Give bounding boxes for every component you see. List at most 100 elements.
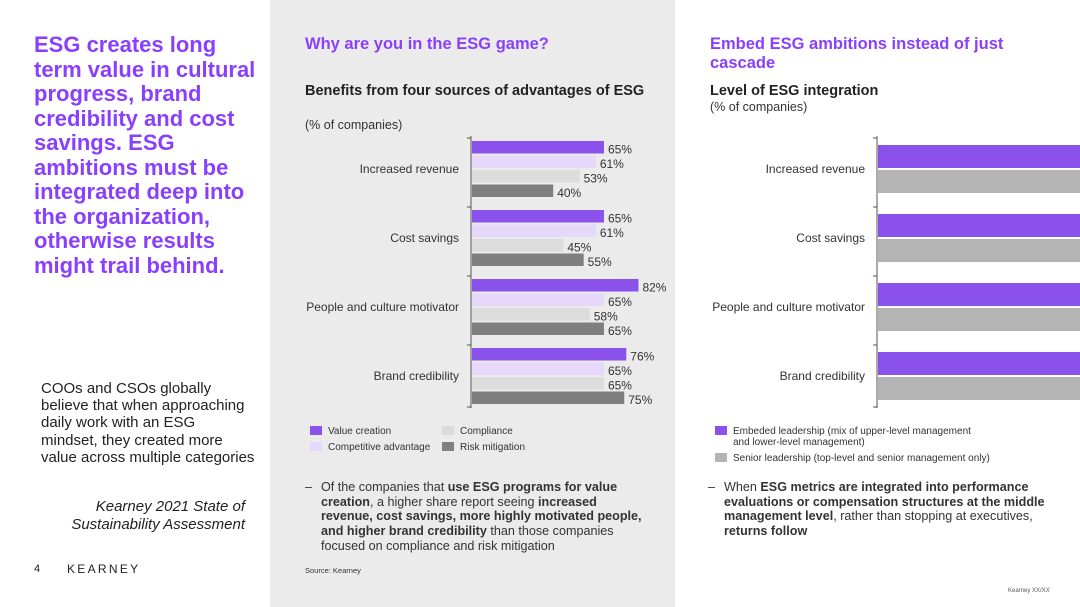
text-phrase: , a higher share report seeing (370, 494, 539, 509)
source-note: Source: Kearney (305, 566, 361, 575)
bar-value-creation (472, 279, 639, 292)
legend-item-senior-leadership-top-level-an: Senior leadership (top-level and senior … (715, 452, 990, 464)
right-chart-title: Level of ESG integration (710, 83, 879, 99)
bar-value-label: 55% (588, 255, 612, 269)
legend-item-compliance: Compliance (442, 425, 513, 437)
benefits-legend: Value creation Competitive advantage Compl… (310, 425, 670, 458)
bar-embeded-leadership-mix-o (878, 214, 1080, 237)
legend-swatch (310, 425, 322, 435)
left-panel: ESG creates long term value in cultural … (0, 0, 270, 607)
bar-competitive-advantage (472, 293, 604, 306)
legend-label: Senior leadership (top-level and senior … (733, 453, 990, 464)
bar-embeded-leadership-mix-o (878, 145, 1080, 168)
text-phrase: , rather than stopping at executives, (833, 509, 1033, 524)
bold-phrase: use ESG programs for value creation (321, 480, 618, 509)
legend-item-embeded-leadership-mix-of-uppe: Embeded leadership (mix of upper-level m… (715, 425, 985, 448)
text-phrase: When (724, 480, 761, 494)
bar-value-label: 82% (642, 281, 666, 295)
category-label: Cost savings (796, 231, 865, 245)
bar-risk-mitigation (472, 184, 554, 197)
bar-compliance (472, 170, 580, 183)
bullet-dash: – (708, 480, 716, 494)
text-phrase: than those companies focused on complian… (321, 524, 614, 553)
bar-value-label: 76% (630, 350, 654, 364)
bold-phrase: returns follow (724, 524, 808, 539)
bar-value-label: 45% (567, 241, 591, 255)
legend-label: Competitive advantage (328, 442, 431, 453)
legend-label: Value creation (328, 426, 392, 437)
bullet-text: When ESG metrics are integrated into per… (724, 480, 1053, 539)
bar-value-creation (472, 348, 627, 361)
middle-chart-subtitle: (% of companies) (305, 118, 403, 132)
bar-value-label: 65% (608, 379, 632, 393)
bar-value-label: 65% (608, 143, 632, 157)
page-number: 4 (34, 563, 41, 575)
middle-section-title: Why are you in the ESG game? (305, 35, 549, 53)
bold-phrase: ESG metrics are integrated into performa… (724, 480, 1045, 524)
bold-phrase: increased revenue, cost savings, more hi… (321, 494, 642, 539)
bar-competitive-advantage (472, 155, 596, 168)
bar-embeded-leadership-mix-o (878, 352, 1080, 375)
bar-senior-leadership-top-le (878, 239, 1080, 262)
bar-value-label: 40% (557, 186, 581, 200)
bullet-dash: – (305, 480, 313, 494)
bar-compliance (472, 239, 564, 252)
bar-value-label: 65% (608, 324, 632, 338)
report-source: Kearney 2021 State of Sustainability Ass… (71, 498, 245, 533)
bar-value-label: 65% (608, 364, 632, 378)
category-label: People and culture motivator (306, 300, 459, 314)
bar-compliance (472, 377, 604, 390)
headline: ESG creates long term value in cultural … (34, 32, 256, 278)
integration-takeaway: – When ESG metrics are integrated into pe… (708, 480, 1053, 550)
middle-chart-title: Benefits from four sources of advantages… (305, 83, 645, 99)
bar-risk-mitigation (472, 391, 625, 404)
integration-bar-chart: Increased revenue59%48%Cost savings57%50… (712, 136, 1080, 408)
legend-item-risk-mitigation: Risk mitigation (442, 441, 526, 453)
legend-swatch (715, 452, 727, 462)
bullet-text: Of the companies that use ESG programs f… (321, 480, 650, 554)
bar-risk-mitigation (472, 253, 584, 266)
category-label: Increased revenue (360, 162, 460, 176)
legend-swatch (442, 425, 454, 435)
category-label: People and culture motivator (712, 300, 865, 314)
footer-date: Kearney XX/XX (1008, 588, 1050, 594)
bar-value-label: 65% (608, 212, 632, 226)
bar-competitive-advantage (472, 224, 596, 237)
bar-senior-leadership-top-le (878, 170, 1080, 193)
category-label: Increased revenue (766, 162, 866, 176)
benefits-takeaway: – Of the companies that use ESG programs … (305, 480, 650, 560)
category-label: Cost savings (390, 231, 459, 245)
legend-swatch (310, 441, 322, 451)
bar-value-label: 75% (628, 393, 652, 407)
category-label: Brand credibility (780, 369, 865, 383)
bar-value-label: 61% (600, 157, 624, 171)
text-phrase: Of the companies that (321, 480, 448, 494)
legend-item-competitive-advantage: Competitive advantage (310, 441, 431, 453)
bar-value-label: 58% (594, 310, 618, 324)
integration-legend: Embeded leadership (mix of upper-level m… (715, 425, 1055, 468)
bar-embeded-leadership-mix-o (878, 283, 1080, 306)
legend-label: Embeded leadership (mix of upper-level m… (733, 426, 971, 448)
bar-senior-leadership-top-le (878, 377, 1080, 400)
bar-risk-mitigation (472, 322, 604, 335)
quote-text: COOs and CSOs globally believe that when… (41, 380, 255, 466)
bar-senior-leadership-top-le (878, 308, 1080, 331)
bar-value-label: 61% (600, 226, 624, 240)
category-label: Brand credibility (374, 369, 459, 383)
bar-value-creation (472, 141, 604, 154)
right-chart-subtitle: (% of companies) (710, 100, 808, 114)
bar-value-creation (472, 210, 604, 223)
legend-label: Risk mitigation (460, 442, 526, 453)
legend-item-value-creation: Value creation (310, 425, 392, 437)
legend-swatch (442, 441, 454, 451)
bar-value-label: 53% (584, 172, 608, 186)
bar-compliance (472, 308, 590, 321)
bar-value-label: 65% (608, 295, 632, 309)
brand-logo: KEARNEY (67, 562, 141, 576)
legend-swatch (715, 425, 727, 435)
right-section-title: Embed ESG ambitions instead of just casc… (710, 35, 1004, 72)
bar-competitive-advantage (472, 362, 604, 375)
legend-label: Compliance (460, 426, 513, 437)
